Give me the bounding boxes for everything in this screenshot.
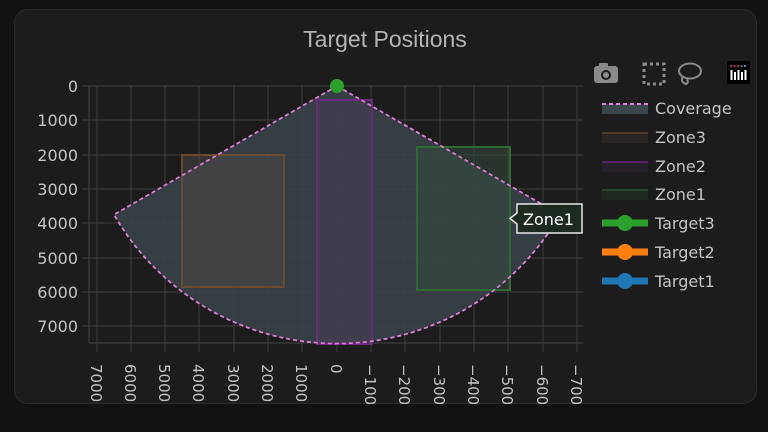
legend: Coverage Zone3 Zone2 Zone1 Target3 Targe… [602, 99, 732, 291]
svg-text:1000: 1000 [37, 111, 78, 130]
camera-icon[interactable] [594, 63, 618, 83]
svg-text:Zone2: Zone2 [655, 157, 706, 176]
svg-text:0: 0 [327, 364, 345, 374]
svg-text:Zone1: Zone1 [523, 210, 574, 229]
svg-text:Zone1: Zone1 [655, 185, 706, 204]
svg-text:2000: 2000 [37, 146, 78, 165]
svg-text:−2000: −2000 [395, 364, 413, 415]
legend-item-zone3[interactable]: Zone3 [602, 128, 706, 147]
zone3-rect[interactable] [181, 154, 285, 288]
svg-text:3000: 3000 [224, 364, 242, 402]
box-select-icon[interactable] [642, 62, 666, 86]
svg-text:5000: 5000 [37, 249, 78, 268]
y-tick-labels: 0 1000 2000 3000 4000 5000 6000 7000 [37, 77, 78, 336]
zone1-rect[interactable] [416, 146, 511, 291]
legend-item-target2[interactable]: Target2 [602, 243, 715, 262]
svg-text:4000: 4000 [37, 214, 78, 233]
svg-text:Coverage: Coverage [655, 99, 732, 118]
svg-text:Target3: Target3 [654, 214, 715, 233]
zone2-rect[interactable] [316, 99, 373, 345]
target3-marker[interactable] [330, 79, 344, 93]
x-tick-labels: 7000 6000 5000 4000 3000 2000 1000 0 −10… [87, 364, 585, 415]
svg-text:6000: 6000 [37, 283, 78, 302]
svg-text:−1000: −1000 [361, 364, 379, 415]
label-clip [60, 404, 660, 432]
svg-text:7000: 7000 [87, 364, 105, 402]
svg-text:Zone3: Zone3 [655, 128, 706, 147]
lasso-select-icon[interactable] [678, 62, 702, 86]
svg-text:−5000: −5000 [498, 364, 516, 415]
svg-text:3000: 3000 [37, 180, 78, 199]
svg-text:7000: 7000 [37, 317, 78, 336]
modebar [594, 61, 750, 86]
legend-item-target3[interactable]: Target3 [602, 214, 715, 233]
svg-text:Target1: Target1 [654, 272, 715, 291]
svg-text:2000: 2000 [258, 364, 276, 402]
svg-text:5000: 5000 [155, 364, 173, 402]
hover-tooltip: Zone1 [508, 203, 583, 234]
svg-text:−4000: −4000 [464, 364, 482, 415]
legend-item-zone2[interactable]: Zone2 [602, 157, 706, 176]
svg-text:1000: 1000 [292, 364, 310, 402]
coverage-outline [112, 85, 562, 345]
svg-text:−6000: −6000 [533, 364, 551, 415]
svg-text:4000: 4000 [189, 364, 207, 402]
legend-item-coverage[interactable]: Coverage [602, 99, 732, 118]
svg-text:−7000: −7000 [567, 364, 585, 415]
svg-text:6000: 6000 [121, 364, 139, 402]
legend-item-target1[interactable]: Target1 [602, 272, 715, 291]
chart-title: Target Positions [303, 26, 467, 52]
plotly-logo-icon[interactable] [727, 61, 750, 84]
svg-text:Target2: Target2 [654, 243, 715, 262]
legend-item-zone1[interactable]: Zone1 [602, 185, 706, 204]
svg-text:0: 0 [68, 77, 78, 96]
svg-text:−3000: −3000 [430, 364, 448, 415]
